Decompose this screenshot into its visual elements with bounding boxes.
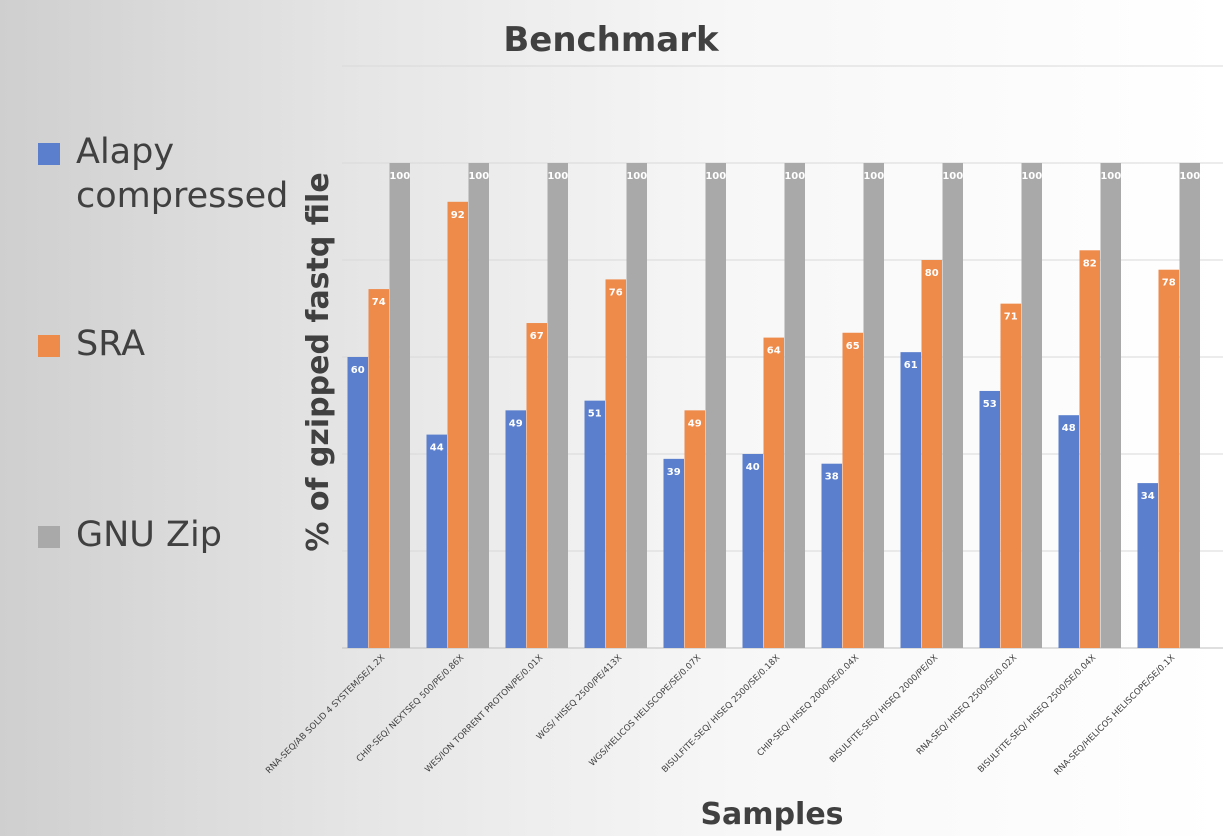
bar-alapy-compressed — [1137, 483, 1158, 648]
bar-alapy-compressed — [505, 410, 526, 648]
data-label: 80 — [925, 268, 939, 279]
data-label: 64 — [767, 346, 781, 357]
bar-alapy-compressed — [742, 454, 763, 648]
x-tick-label: WGS/ HISEQ 2500/PE/413X — [535, 653, 624, 742]
data-label: 100 — [784, 171, 805, 182]
data-label: 92 — [451, 210, 465, 221]
data-label: 60 — [351, 365, 365, 376]
bar-sra — [842, 332, 863, 648]
data-label: 38 — [825, 472, 839, 483]
bar-alapy-compressed — [426, 434, 447, 648]
data-label: 34 — [1141, 491, 1155, 502]
data-label: 39 — [667, 467, 681, 478]
bar-sra — [1079, 250, 1100, 649]
data-label: 48 — [1062, 423, 1076, 434]
bar-sra — [684, 410, 705, 648]
data-label: 100 — [863, 171, 884, 182]
data-label: 100 — [626, 171, 647, 182]
bar-sra — [763, 337, 784, 648]
data-label: 100 — [547, 171, 568, 182]
data-label: 100 — [1021, 171, 1042, 182]
bar-gnu-zip — [863, 163, 884, 648]
y-axis-label: % of gzipped fastq file — [301, 172, 336, 551]
data-label: 49 — [509, 418, 523, 429]
data-label: 100 — [468, 171, 489, 182]
bar-gnu-zip — [705, 163, 726, 648]
bar-gnu-zip — [1100, 163, 1121, 648]
bar-alapy-compressed — [900, 352, 921, 648]
legend-swatch-gnu-zip — [38, 526, 60, 548]
bar-sra — [447, 201, 468, 649]
legend-swatch-alapy — [38, 143, 60, 165]
data-label: 100 — [705, 171, 726, 182]
bar-gnu-zip — [942, 163, 963, 648]
data-label: 44 — [430, 443, 444, 454]
data-label: 67 — [530, 331, 544, 342]
data-label: 100 — [389, 171, 410, 182]
bar-alapy-compressed — [821, 463, 842, 648]
bar-gnu-zip — [468, 163, 489, 648]
data-label: 78 — [1162, 278, 1176, 289]
data-label: 71 — [1004, 312, 1018, 323]
data-label: 100 — [1100, 171, 1121, 182]
data-label: 76 — [609, 287, 623, 298]
legend-label-sra: SRA — [76, 324, 146, 364]
bars: 60 74 100 44 92 100 49 67 100 51 76 100 39 49 100 40 64 1… — [347, 163, 1200, 649]
bar-alapy-compressed — [584, 400, 605, 648]
bar-sra — [526, 323, 547, 648]
x-tick-labels: RNA-SEQ/AB SOLID 4 SYSTEM/SE/1.2XCHIP-SE… — [264, 653, 1177, 778]
bar-sra — [1000, 303, 1021, 648]
data-label: 51 — [588, 409, 602, 420]
data-label: 61 — [904, 360, 918, 371]
bar-gnu-zip — [626, 163, 647, 648]
data-label: 100 — [1179, 171, 1200, 182]
bar-alapy-compressed — [663, 458, 684, 648]
data-label: 65 — [846, 341, 860, 352]
bar-alapy-compressed — [1058, 415, 1079, 648]
legend-label-alapy: Alapy compressed — [76, 132, 289, 216]
x-axis-label: Samples — [700, 797, 843, 832]
bar-gnu-zip — [1179, 163, 1200, 648]
legend-label-gnu-zip: GNU Zip — [76, 515, 222, 555]
bar-sra — [368, 289, 389, 648]
bar-gnu-zip — [547, 163, 568, 648]
x-tick-label: RNA-SEQ/AB SOLID 4 SYSTEM/SE/1.2X — [264, 653, 387, 776]
data-label: 100 — [942, 171, 963, 182]
bar-gnu-zip — [784, 163, 805, 648]
legend-swatch-sra — [38, 335, 60, 357]
bar-gnu-zip — [389, 163, 410, 648]
bar-sra — [605, 279, 626, 648]
data-label: 40 — [746, 462, 760, 473]
bar-alapy-compressed — [979, 390, 1000, 648]
data-label: 49 — [688, 418, 702, 429]
bar-sra — [1158, 269, 1179, 648]
bar-sra — [921, 260, 942, 648]
data-label: 82 — [1083, 258, 1097, 269]
data-label: 53 — [983, 399, 997, 410]
bar-alapy-compressed — [347, 357, 368, 648]
bar-gnu-zip — [1021, 163, 1042, 648]
data-label: 74 — [372, 297, 386, 308]
chart-title: Benchmark — [503, 20, 720, 60]
